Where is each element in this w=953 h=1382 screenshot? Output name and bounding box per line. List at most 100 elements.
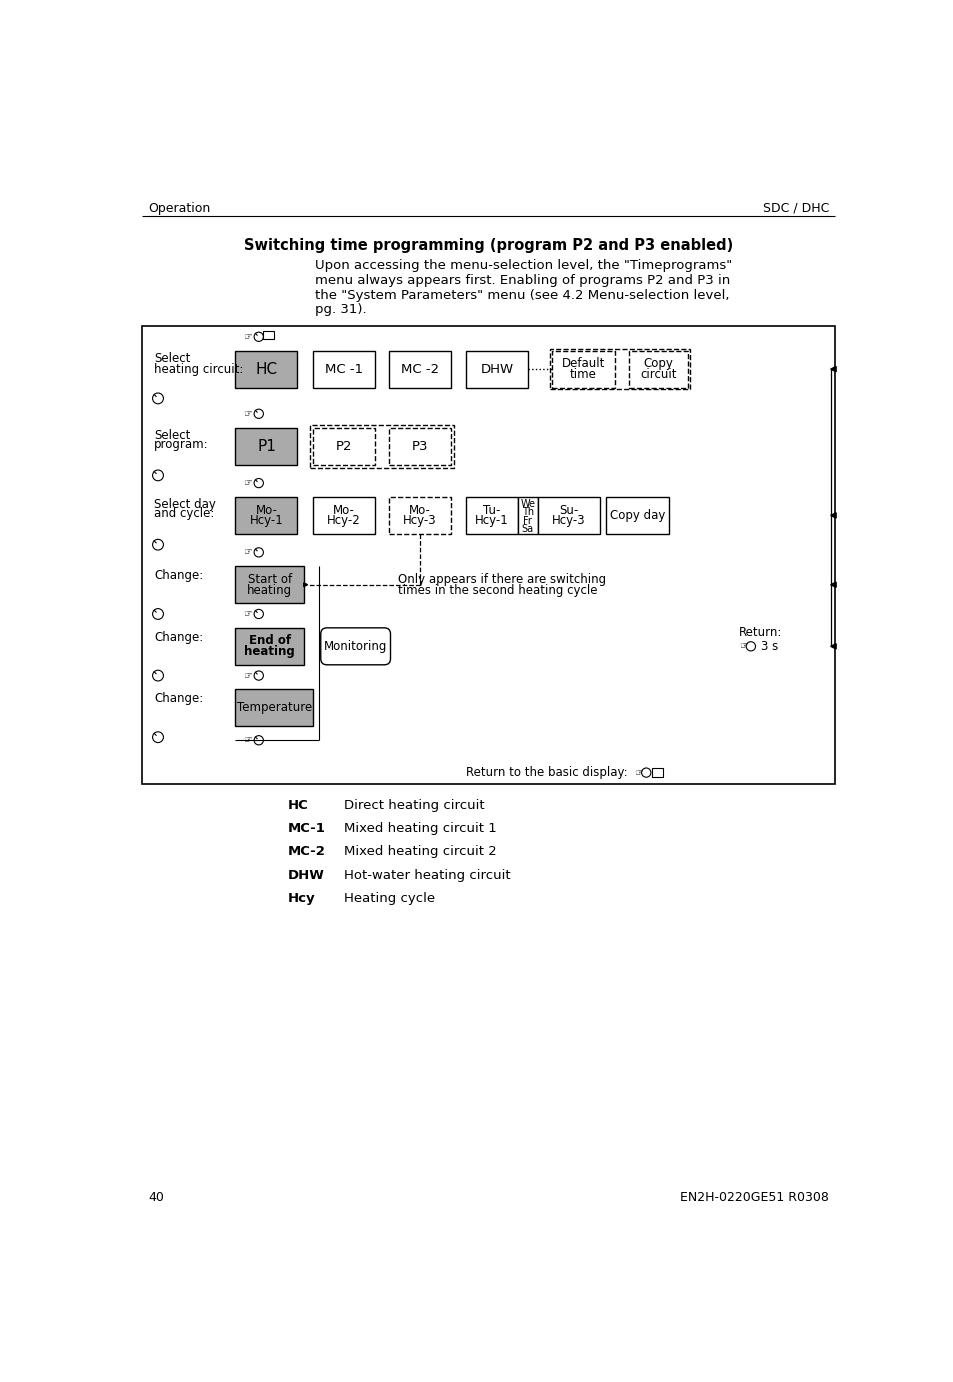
Text: Monitoring: Monitoring bbox=[324, 640, 387, 652]
Text: Switching time programming (program P2 and P3 enabled): Switching time programming (program P2 a… bbox=[244, 238, 733, 253]
Text: Mixed heating circuit 1: Mixed heating circuit 1 bbox=[344, 822, 497, 835]
Bar bbox=[310, 424, 454, 467]
Text: Mo-: Mo- bbox=[255, 503, 277, 517]
Text: Th: Th bbox=[521, 507, 533, 517]
Bar bbox=[313, 498, 375, 533]
Bar bbox=[142, 326, 835, 784]
Text: Change:: Change: bbox=[154, 630, 203, 644]
Text: Change:: Change: bbox=[154, 692, 203, 705]
Text: Change:: Change: bbox=[154, 569, 203, 582]
Polygon shape bbox=[830, 644, 835, 650]
Bar bbox=[235, 427, 297, 464]
Text: Hcy-2: Hcy-2 bbox=[327, 514, 360, 528]
Text: Hcy-3: Hcy-3 bbox=[403, 514, 436, 528]
Text: ☞: ☞ bbox=[243, 409, 252, 419]
Bar bbox=[605, 498, 669, 533]
Bar bbox=[235, 690, 313, 727]
Text: Hcy: Hcy bbox=[288, 891, 315, 905]
Text: HC: HC bbox=[288, 799, 309, 813]
Text: ☞: ☞ bbox=[739, 641, 747, 651]
Text: Return to the basic display:: Return to the basic display: bbox=[466, 766, 627, 779]
Text: P2: P2 bbox=[335, 439, 352, 453]
Text: program:: program: bbox=[154, 438, 209, 451]
Text: and cycle:: and cycle: bbox=[154, 507, 214, 521]
Text: Hcy-1: Hcy-1 bbox=[475, 514, 508, 528]
Bar bbox=[517, 498, 537, 533]
Text: Tu-: Tu- bbox=[483, 503, 500, 517]
Text: Sa: Sa bbox=[521, 524, 533, 535]
Text: We: We bbox=[519, 499, 535, 509]
Bar bbox=[235, 567, 303, 603]
Text: ☞: ☞ bbox=[243, 478, 252, 488]
Bar bbox=[389, 427, 451, 464]
Text: 3 s: 3 s bbox=[760, 640, 778, 652]
FancyBboxPatch shape bbox=[320, 627, 390, 665]
Bar bbox=[235, 498, 297, 533]
Text: Fr: Fr bbox=[522, 515, 532, 525]
Text: MC-1: MC-1 bbox=[288, 822, 326, 835]
Text: time: time bbox=[570, 368, 597, 381]
Text: Hot-water heating circuit: Hot-water heating circuit bbox=[344, 868, 510, 882]
Bar bbox=[629, 351, 687, 387]
Text: Default: Default bbox=[561, 357, 604, 370]
Bar bbox=[551, 351, 615, 387]
Text: End of: End of bbox=[249, 634, 291, 647]
Text: the "System Parameters" menu (see 4.2 Menu-selection level,: the "System Parameters" menu (see 4.2 Me… bbox=[314, 289, 728, 301]
Bar bbox=[550, 350, 689, 390]
Text: 40: 40 bbox=[149, 1191, 165, 1204]
Text: DHW: DHW bbox=[480, 362, 514, 376]
Text: Hcy-3: Hcy-3 bbox=[552, 514, 585, 528]
Text: Select: Select bbox=[154, 428, 191, 442]
Text: MC -2: MC -2 bbox=[400, 362, 438, 376]
Polygon shape bbox=[830, 366, 835, 372]
Text: ☞: ☞ bbox=[243, 670, 252, 680]
Text: Select: Select bbox=[154, 352, 191, 365]
Text: SDC / DHC: SDC / DHC bbox=[762, 202, 828, 214]
Text: ☞: ☞ bbox=[634, 767, 642, 778]
Text: circuit: circuit bbox=[639, 368, 677, 381]
Text: Copy day: Copy day bbox=[609, 509, 664, 522]
Text: Temperature: Temperature bbox=[236, 702, 312, 714]
Text: times in the second heating cycle: times in the second heating cycle bbox=[397, 585, 598, 597]
Text: Direct heating circuit: Direct heating circuit bbox=[344, 799, 484, 813]
Text: Upon accessing the menu-selection level, the "Timeprograms": Upon accessing the menu-selection level,… bbox=[314, 260, 731, 272]
Text: ☞: ☞ bbox=[243, 547, 252, 557]
Text: Mo-: Mo- bbox=[333, 503, 355, 517]
Bar bbox=[389, 498, 451, 533]
Text: Heating cycle: Heating cycle bbox=[344, 891, 435, 905]
Text: ☞: ☞ bbox=[243, 332, 252, 341]
Text: HC: HC bbox=[255, 362, 277, 377]
Bar bbox=[235, 351, 297, 387]
Text: Only appears if there are switching: Only appears if there are switching bbox=[397, 572, 606, 586]
Text: ☞: ☞ bbox=[243, 609, 252, 619]
Bar bbox=[652, 768, 662, 777]
Bar bbox=[313, 427, 375, 464]
Polygon shape bbox=[830, 582, 835, 587]
Text: heating circuit:: heating circuit: bbox=[154, 362, 243, 376]
Text: Return:: Return: bbox=[739, 626, 781, 638]
Text: P1: P1 bbox=[256, 438, 275, 453]
Bar bbox=[466, 351, 528, 387]
Text: heating: heating bbox=[244, 645, 294, 658]
Bar bbox=[235, 627, 303, 665]
Text: menu always appears first. Enabling of programs P2 and P3 in: menu always appears first. Enabling of p… bbox=[314, 274, 729, 287]
Text: P3: P3 bbox=[412, 439, 428, 453]
Text: MC -1: MC -1 bbox=[325, 362, 363, 376]
Text: Start of: Start of bbox=[247, 572, 292, 586]
Text: MC-2: MC-2 bbox=[288, 846, 326, 858]
Text: ☞: ☞ bbox=[243, 735, 252, 745]
Text: Copy: Copy bbox=[643, 357, 673, 370]
Text: Operation: Operation bbox=[149, 202, 211, 214]
Bar bbox=[389, 351, 451, 387]
Text: pg. 31).: pg. 31). bbox=[314, 303, 366, 316]
Polygon shape bbox=[830, 513, 835, 518]
Bar bbox=[466, 498, 517, 533]
Text: Hcy-1: Hcy-1 bbox=[250, 514, 283, 528]
Bar bbox=[263, 332, 274, 339]
Text: heating: heating bbox=[247, 583, 292, 597]
Bar bbox=[313, 351, 375, 387]
Text: EN2H-0220GE51 R0308: EN2H-0220GE51 R0308 bbox=[679, 1191, 828, 1204]
Text: Su-: Su- bbox=[558, 503, 578, 517]
Bar bbox=[537, 498, 599, 533]
Polygon shape bbox=[303, 583, 307, 586]
